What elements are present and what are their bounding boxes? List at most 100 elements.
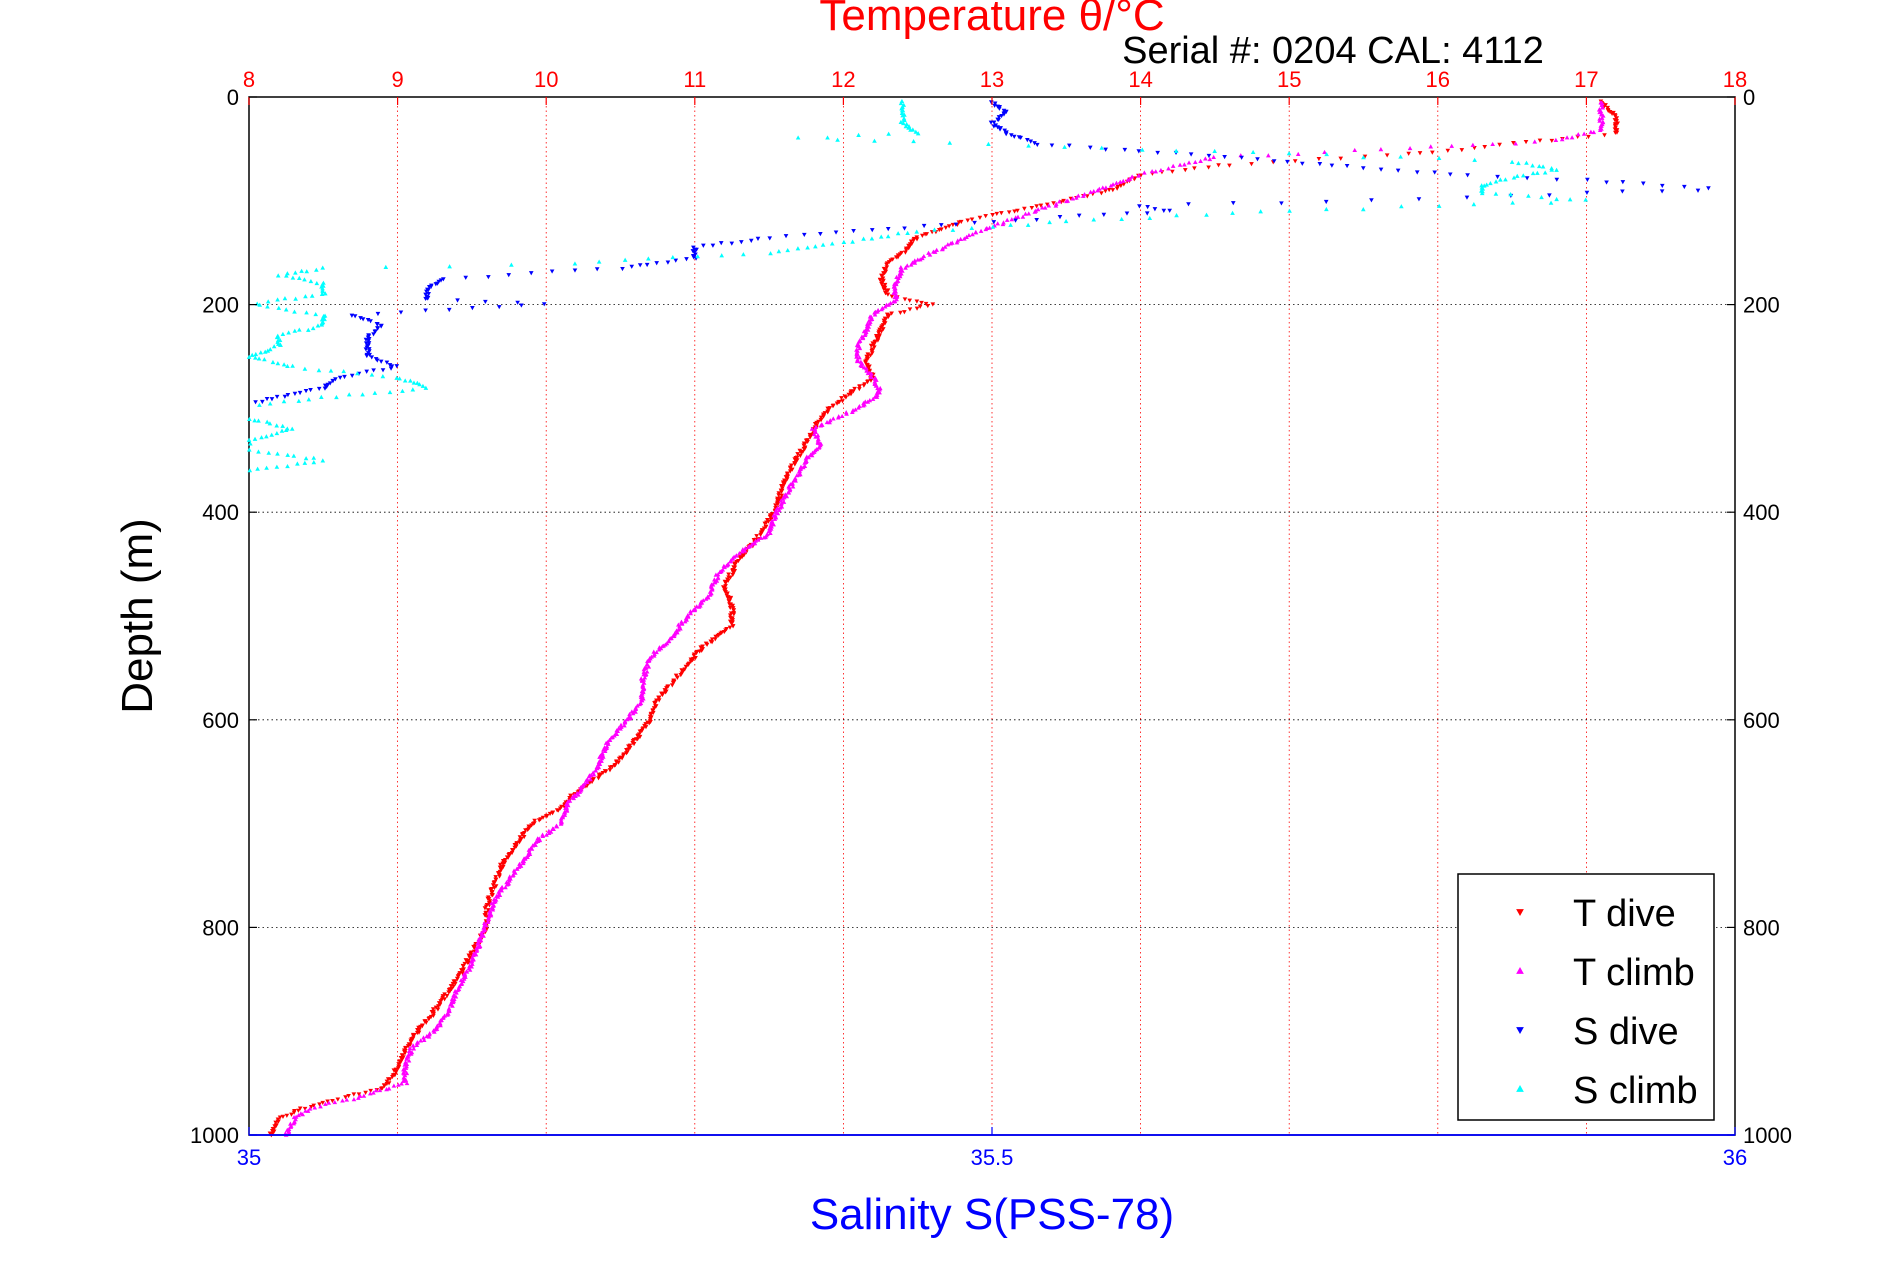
- data-point: [644, 662, 650, 667]
- data-point: [1028, 139, 1034, 144]
- data-point: [798, 450, 804, 455]
- data-point: [550, 826, 556, 831]
- data-point: [371, 1090, 376, 1095]
- data-point: [1436, 155, 1442, 161]
- data-point: [825, 135, 830, 140]
- data-point: [788, 482, 793, 487]
- data-point: [286, 330, 291, 335]
- data-point: [311, 460, 317, 465]
- data-point: [841, 239, 847, 244]
- data-point: [852, 386, 857, 392]
- data-point: [1182, 162, 1187, 167]
- data-point: [713, 634, 719, 639]
- data-point: [344, 1097, 350, 1102]
- data-point: [282, 394, 288, 399]
- data-point: [1147, 215, 1153, 221]
- data-point: [289, 1112, 294, 1117]
- data-point: [850, 239, 855, 244]
- data-point: [665, 260, 671, 265]
- data-point: [1300, 161, 1305, 166]
- data-point: [1287, 208, 1292, 213]
- data-point: [278, 342, 283, 347]
- data-point: [969, 217, 975, 222]
- data-point: [375, 322, 380, 327]
- data-point: [417, 382, 422, 387]
- data-point: [1591, 129, 1597, 135]
- data-point: [637, 263, 643, 268]
- data-point: [1490, 141, 1495, 147]
- right-tick-label: 200: [1743, 293, 1780, 318]
- data-point: [1119, 216, 1124, 222]
- data-point: [898, 310, 903, 315]
- data-point: [730, 606, 736, 611]
- data-point: [639, 678, 645, 683]
- data-point: [264, 434, 269, 439]
- data-point: [682, 619, 688, 624]
- data-point: [612, 733, 617, 738]
- data-point: [923, 301, 929, 306]
- data-point: [851, 229, 856, 234]
- data-point: [872, 394, 878, 399]
- data-point: [1152, 207, 1158, 212]
- data-point: [1174, 213, 1179, 218]
- data-point: [1144, 211, 1150, 216]
- data-point: [366, 337, 372, 342]
- data-point: [510, 848, 516, 853]
- data-point: [357, 1093, 363, 1098]
- data-point: [898, 100, 904, 106]
- data-point: [280, 331, 286, 336]
- data-point: [846, 392, 852, 397]
- data-point: [271, 344, 277, 349]
- data-point: [962, 236, 967, 241]
- data-point: [885, 288, 891, 293]
- data-point: [666, 639, 671, 644]
- data-point: [272, 1124, 278, 1129]
- data-point: [1018, 135, 1024, 141]
- data-point: [914, 237, 920, 242]
- data-point: [897, 274, 903, 279]
- data-point: [990, 224, 996, 229]
- data-point: [839, 413, 845, 419]
- data-point: [1549, 167, 1555, 172]
- data-point: [1285, 159, 1290, 165]
- data-point: [591, 772, 597, 777]
- data-point: [529, 846, 535, 851]
- data-point: [489, 900, 494, 906]
- data-point: [330, 378, 336, 383]
- data-point: [872, 138, 877, 143]
- data-point: [805, 245, 810, 250]
- data-point: [1554, 167, 1559, 172]
- data-point: [399, 1081, 404, 1086]
- top-tick-label: 15: [1277, 67, 1301, 92]
- data-point: [836, 415, 841, 420]
- data-point: [777, 508, 782, 513]
- data-point: [257, 402, 262, 407]
- data-point: [921, 223, 927, 229]
- data-point: [426, 292, 431, 297]
- data-point: [888, 300, 893, 306]
- data-point: [1384, 153, 1390, 158]
- data-point: [713, 572, 719, 577]
- data-point: [911, 139, 916, 144]
- data-point: [727, 599, 732, 604]
- data-point: [291, 1121, 297, 1126]
- data-point: [308, 278, 314, 284]
- data-point: [839, 396, 844, 401]
- data-point: [1398, 154, 1403, 159]
- data-point: [367, 352, 372, 358]
- legend-marker: [1516, 1027, 1524, 1035]
- data-point: [288, 1124, 294, 1129]
- data-point: [755, 236, 761, 241]
- data-point: [999, 211, 1004, 216]
- data-point: [341, 369, 346, 374]
- data-point: [384, 360, 390, 365]
- data-point: [703, 596, 709, 601]
- data-point: [467, 967, 473, 972]
- data-point: [626, 716, 632, 721]
- data-point: [868, 343, 874, 348]
- data-point: [1279, 201, 1284, 206]
- data-point: [1186, 202, 1191, 207]
- data-point: [418, 1038, 424, 1043]
- data-point: [885, 227, 891, 232]
- data-point: [726, 572, 731, 577]
